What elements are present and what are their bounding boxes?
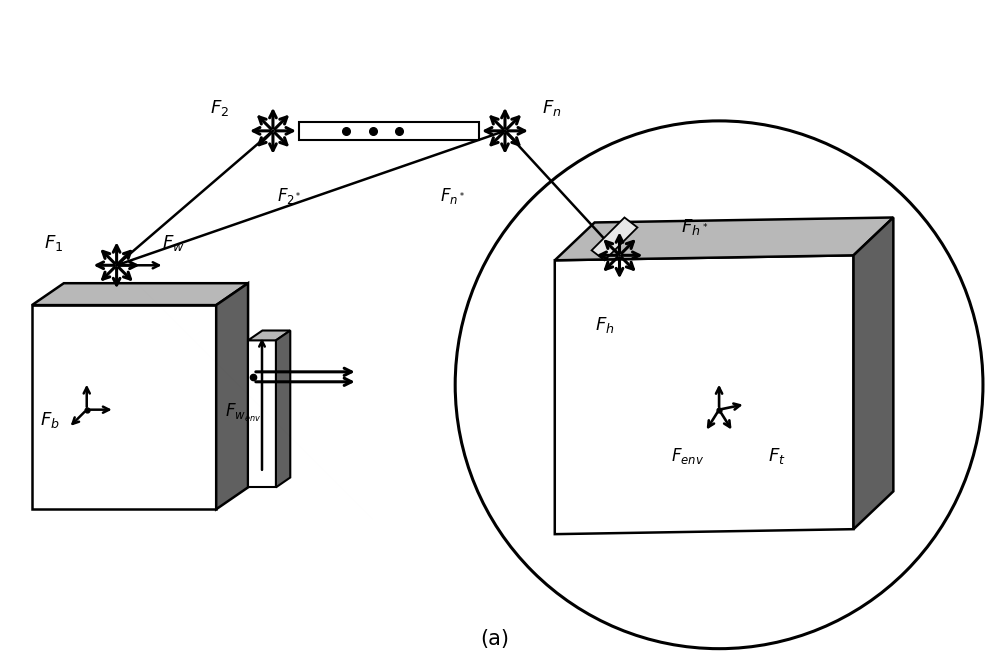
Text: $F_2$: $F_2$ [210,98,229,118]
Text: $F_1$: $F_1$ [44,233,63,253]
Text: $F_w$: $F_w$ [162,233,185,253]
Polygon shape [299,122,479,140]
Text: $F_{w_{env}}$: $F_{w_{env}}$ [225,402,261,424]
Polygon shape [32,283,248,305]
Text: $F_t$: $F_t$ [768,446,786,466]
Text: (a): (a) [481,628,510,649]
Text: $F_{2^*}$: $F_{2^*}$ [277,186,301,205]
Polygon shape [248,331,290,340]
Polygon shape [32,305,216,509]
Polygon shape [854,217,893,529]
Text: $F_{env}$: $F_{env}$ [671,446,704,466]
Text: $F_n$: $F_n$ [542,98,562,118]
Polygon shape [276,331,290,487]
Text: $F_{n^*}$: $F_{n^*}$ [440,186,465,205]
Polygon shape [216,283,248,509]
Text: $F_{h^*}$: $F_{h^*}$ [681,217,708,237]
Polygon shape [555,217,893,260]
Polygon shape [248,340,276,487]
Polygon shape [555,255,854,534]
Text: $F_b$: $F_b$ [40,410,60,430]
Polygon shape [592,217,637,260]
Text: $F_h$: $F_h$ [595,315,614,335]
